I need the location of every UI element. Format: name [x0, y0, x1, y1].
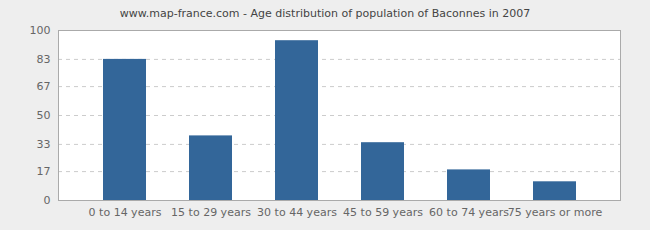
svg-text:0 to 14 years: 0 to 14 years	[89, 206, 162, 219]
svg-text:60 to 74 years: 60 to 74 years	[429, 206, 509, 219]
svg-text:75 years or more: 75 years or more	[508, 206, 603, 219]
svg-text:67: 67	[37, 80, 51, 93]
svg-text:33: 33	[37, 138, 51, 151]
svg-text:30 to 44 years: 30 to 44 years	[257, 206, 337, 219]
svg-text:15 to 29 years: 15 to 29 years	[171, 206, 251, 219]
svg-text:100: 100	[30, 24, 51, 37]
svg-text:17: 17	[37, 165, 51, 178]
svg-text:50: 50	[37, 109, 51, 122]
html-text:www.map-france.com - Age distr: www.map-france.com - Age distribution of…	[119, 7, 531, 20]
svg-text:0: 0	[44, 194, 51, 207]
svg-text:45 to 59 years: 45 to 59 years	[343, 206, 423, 219]
svg-text:83: 83	[37, 53, 51, 66]
